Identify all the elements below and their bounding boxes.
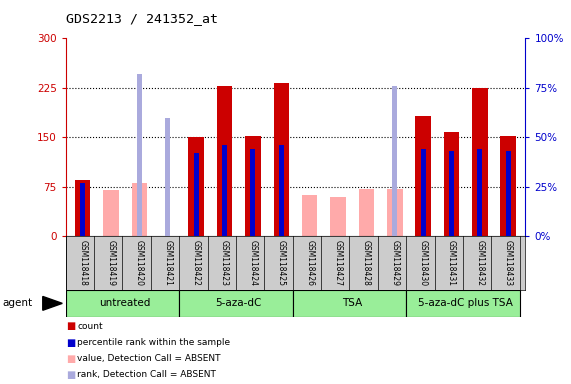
- Bar: [66, 290, 179, 317]
- Text: GSM118425: GSM118425: [277, 240, 286, 286]
- Bar: [103, 190, 119, 236]
- Text: GSM118430: GSM118430: [419, 240, 428, 286]
- Text: TSA: TSA: [342, 298, 363, 308]
- Bar: [472, 88, 488, 236]
- Bar: [421, 149, 426, 236]
- Text: ■: ■: [66, 354, 75, 364]
- Text: untreated: untreated: [99, 298, 151, 308]
- Text: agent: agent: [3, 298, 33, 308]
- Bar: [274, 83, 289, 236]
- Text: rank, Detection Call = ABSENT: rank, Detection Call = ABSENT: [77, 370, 216, 379]
- Text: GSM118424: GSM118424: [248, 240, 258, 286]
- Text: GSM118419: GSM118419: [107, 240, 115, 286]
- Bar: [132, 184, 147, 236]
- Bar: [506, 151, 511, 236]
- Bar: [80, 183, 85, 236]
- Bar: [449, 151, 454, 236]
- Bar: [501, 136, 516, 236]
- Text: percentile rank within the sample: percentile rank within the sample: [77, 338, 230, 347]
- Text: count: count: [77, 322, 103, 331]
- Text: ■: ■: [66, 321, 75, 331]
- Text: GSM118429: GSM118429: [391, 240, 399, 286]
- Bar: [250, 149, 255, 236]
- Text: ■: ■: [66, 370, 75, 380]
- Text: GSM118426: GSM118426: [305, 240, 314, 286]
- Bar: [222, 145, 227, 236]
- Text: GSM118423: GSM118423: [220, 240, 229, 286]
- Text: 5-aza-dC plus TSA: 5-aza-dC plus TSA: [419, 298, 513, 308]
- Text: GSM118420: GSM118420: [135, 240, 144, 286]
- Text: value, Detection Call = ABSENT: value, Detection Call = ABSENT: [77, 354, 220, 363]
- Bar: [188, 137, 204, 236]
- Text: GSM118433: GSM118433: [504, 240, 513, 286]
- Bar: [444, 132, 459, 236]
- Bar: [392, 86, 397, 236]
- Bar: [245, 136, 261, 236]
- Text: GSM118432: GSM118432: [476, 240, 484, 286]
- Bar: [359, 189, 374, 236]
- Text: GSM118421: GSM118421: [163, 240, 172, 286]
- Bar: [165, 118, 170, 236]
- Bar: [406, 290, 520, 317]
- Bar: [293, 290, 406, 317]
- Polygon shape: [43, 296, 62, 310]
- Bar: [194, 153, 199, 236]
- Bar: [302, 195, 317, 236]
- Text: GSM118427: GSM118427: [333, 240, 343, 286]
- Text: 5-aza-dC: 5-aza-dC: [216, 298, 262, 308]
- Text: ■: ■: [66, 338, 75, 348]
- Bar: [477, 149, 482, 236]
- Bar: [279, 145, 284, 236]
- Bar: [137, 74, 142, 236]
- Bar: [387, 189, 403, 236]
- Bar: [75, 180, 90, 236]
- Bar: [330, 197, 346, 236]
- Bar: [217, 86, 232, 236]
- Text: GSM118418: GSM118418: [78, 240, 87, 286]
- Text: GSM118422: GSM118422: [192, 240, 200, 286]
- Bar: [179, 290, 293, 317]
- Bar: [415, 116, 431, 236]
- Text: GSM118428: GSM118428: [362, 240, 371, 286]
- Text: GDS2213 / 241352_at: GDS2213 / 241352_at: [66, 12, 218, 25]
- Text: GSM118431: GSM118431: [447, 240, 456, 286]
